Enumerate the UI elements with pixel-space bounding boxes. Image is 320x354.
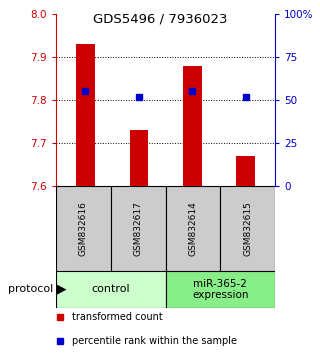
Text: GSM832617: GSM832617: [134, 201, 143, 256]
Bar: [111, 186, 166, 271]
Bar: [56, 186, 111, 271]
Bar: [183, 65, 202, 186]
Text: ▶: ▶: [57, 283, 66, 296]
Text: miR-365-2
expression: miR-365-2 expression: [192, 279, 249, 300]
Text: transformed count: transformed count: [72, 312, 163, 322]
Bar: [130, 130, 148, 186]
Text: percentile rank within the sample: percentile rank within the sample: [72, 336, 237, 346]
Bar: [166, 271, 275, 308]
Text: GDS5496 / 7936023: GDS5496 / 7936023: [93, 12, 227, 25]
Text: GSM832616: GSM832616: [79, 201, 88, 256]
Bar: [220, 186, 275, 271]
Text: protocol: protocol: [8, 284, 53, 295]
Text: control: control: [92, 284, 130, 295]
Bar: [56, 271, 166, 308]
Text: GSM832614: GSM832614: [188, 201, 197, 256]
Bar: [166, 186, 220, 271]
Bar: [236, 156, 255, 186]
Text: GSM832615: GSM832615: [243, 201, 252, 256]
Bar: [76, 44, 95, 186]
